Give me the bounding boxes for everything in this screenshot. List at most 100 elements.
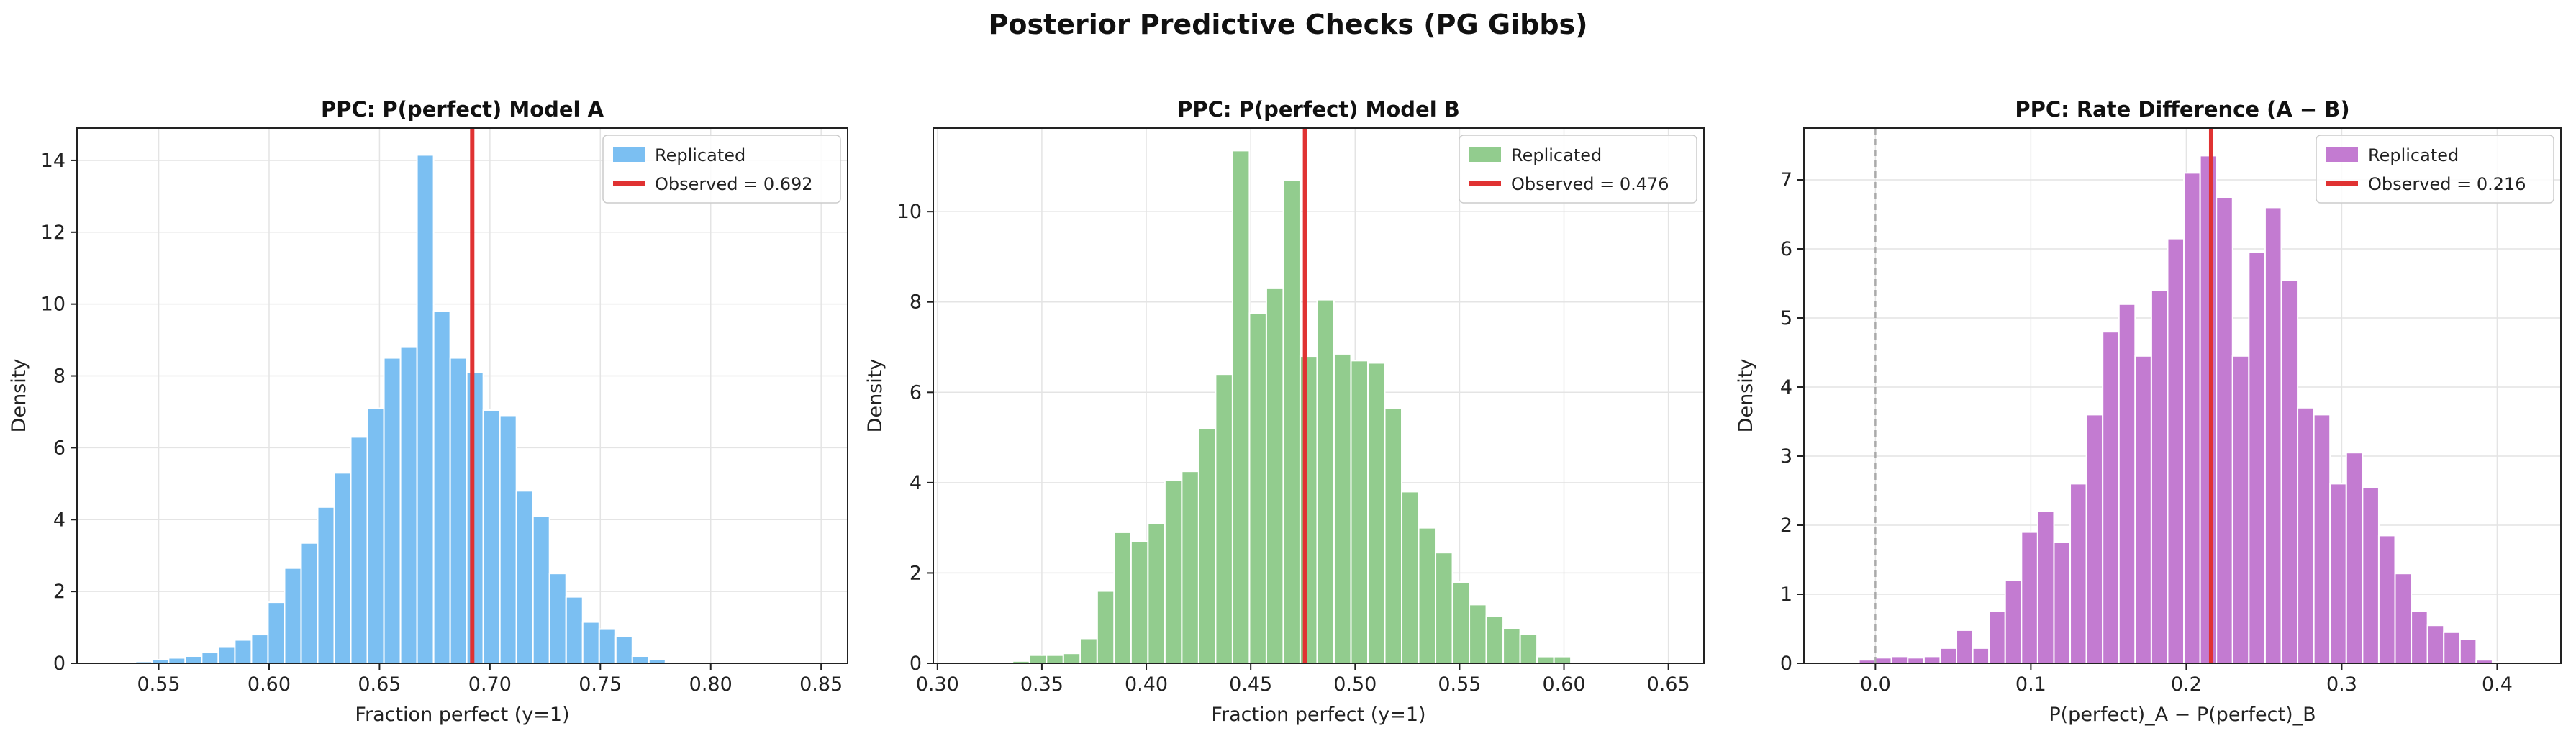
x-tick-label: 0.65	[1647, 673, 1690, 696]
histogram-bar	[317, 506, 335, 664]
histogram-bars	[1842, 155, 2510, 665]
y-tick-label: 0	[1780, 653, 1792, 675]
panel-title: PPC: P(perfect) Model B	[1177, 97, 1460, 122]
histogram-bar	[1972, 647, 1990, 665]
histogram-bar	[548, 573, 567, 664]
histogram-bar	[201, 652, 219, 665]
histogram-bar	[2069, 483, 2087, 665]
y-tick-label: 1	[1780, 583, 1792, 606]
histogram-bar	[350, 436, 368, 664]
legend-box	[1459, 135, 1697, 204]
histogram-bar	[2118, 303, 2136, 664]
histogram-bar	[1197, 427, 1217, 664]
panel-rate-difference: 0.0 0.1 0.2 0.3 0.4 0 1 2 3 4 5 6 7 PPC: Rate Differe…	[1735, 97, 2562, 726]
histogram-bar	[598, 628, 617, 665]
y-tick-label: 4	[1780, 376, 1792, 399]
y-tick-label: 8	[910, 291, 922, 314]
y-axis-label: Density	[8, 359, 30, 433]
histogram-bar	[1028, 654, 1048, 664]
histogram-bar	[1485, 615, 1505, 664]
histogram-bar	[333, 472, 352, 664]
histogram-bar	[2362, 486, 2380, 665]
histogram-bar	[1519, 633, 1538, 665]
histogram-bar	[2443, 631, 2461, 664]
figure-title: Posterior Predictive Checks (PG Gibbs)	[988, 9, 1588, 40]
legend-label-replicated: Replicated	[2368, 145, 2459, 165]
histogram-bar	[1907, 657, 1925, 665]
x-tick-label: 0.55	[1438, 673, 1481, 696]
y-tick-label: 8	[53, 365, 65, 388]
histogram-bar	[1079, 637, 1098, 665]
histogram-bar	[267, 601, 286, 664]
y-tick-label: 2	[53, 581, 65, 603]
x-tick-label: 0.3	[2326, 673, 2357, 696]
y-tick-label: 2	[910, 562, 922, 584]
histogram-bars	[118, 154, 699, 665]
x-tick-label: 0.4	[2482, 673, 2513, 696]
histogram-bar	[1181, 470, 1199, 664]
histogram-bar	[1988, 611, 2006, 664]
histogram-bar	[1299, 355, 1318, 664]
histogram-bar	[2036, 510, 2055, 664]
x-tick-label: 0.0	[1860, 673, 1891, 696]
histogram-bar	[2426, 624, 2445, 665]
x-tick-label: 0.55	[137, 673, 180, 696]
histogram-bar	[2411, 611, 2428, 664]
panel-title: PPC: Rate Difference (A − B)	[2015, 97, 2349, 122]
histogram-bar	[184, 655, 203, 665]
histogram-bar	[1096, 590, 1115, 665]
x-tick-label: 0.85	[799, 673, 843, 696]
y-axis-label: Density	[864, 359, 886, 433]
legend-label-replicated: Replicated	[1511, 145, 1602, 165]
histogram-bar	[2021, 531, 2038, 664]
histogram-bar	[482, 409, 501, 664]
histogram-bar	[416, 154, 435, 665]
y-tick-label: 0	[910, 653, 922, 675]
histogram-bar	[2167, 237, 2185, 665]
y-tick-label: 4	[910, 472, 922, 494]
histogram-bar	[2248, 251, 2266, 664]
histogram-bar	[499, 414, 517, 664]
histogram-bar	[1536, 655, 1555, 664]
histogram-bar	[2329, 483, 2347, 665]
x-tick-label: 0.60	[1542, 673, 1585, 696]
legend: Replicated Observed = 0.692	[602, 135, 841, 204]
histogram-bar	[1366, 362, 1386, 664]
histogram-bar	[1401, 491, 1420, 664]
histogram-bar	[1451, 581, 1471, 665]
histogram-bar	[1939, 647, 1958, 665]
histogram-bar	[1113, 531, 1132, 665]
histogram-bar	[1418, 527, 1437, 664]
x-tick-label: 0.70	[468, 673, 512, 696]
histogram-bar	[1316, 299, 1335, 664]
histogram-bar	[466, 371, 484, 665]
y-tick-label: 3	[1780, 445, 1792, 468]
x-tick-label: 0.75	[579, 673, 622, 696]
plot-frame	[1803, 127, 2562, 664]
plot-frame	[933, 127, 1705, 664]
histogram-bar	[631, 655, 650, 665]
x-tick-label: 0.35	[1020, 673, 1063, 696]
histogram-bar	[300, 542, 319, 665]
x-axis-label: Fraction perfect (y=1)	[355, 704, 569, 726]
legend-label-observed: Observed = 0.692	[655, 174, 813, 194]
y-tick-label: 12	[41, 222, 65, 244]
histogram-bar	[2231, 355, 2250, 664]
histogram-bar	[2459, 638, 2477, 665]
histogram-bar	[1469, 604, 1487, 665]
histogram-bar	[2183, 172, 2201, 664]
panel-model-b: 0.30 0.35 0.40 0.45 0.50 0.55 0.60 0.65 0 2 4 6 8 10 P…	[864, 97, 1705, 726]
legend-swatch-replicated	[613, 147, 645, 162]
histogram-bar	[432, 310, 451, 664]
histogram-bar	[2053, 542, 2072, 664]
histogram-bar	[284, 567, 302, 664]
y-tick-label: 6	[53, 437, 65, 459]
histogram-bar	[2345, 452, 2364, 664]
y-tick-label: 7	[1780, 169, 1792, 191]
histogram-bar	[532, 515, 550, 664]
x-tick-label: 0.50	[1333, 673, 1377, 696]
x-tick-label: 0.40	[1125, 673, 1168, 696]
histogram-bar	[1874, 657, 1892, 665]
histogram-bar	[2134, 355, 2152, 664]
